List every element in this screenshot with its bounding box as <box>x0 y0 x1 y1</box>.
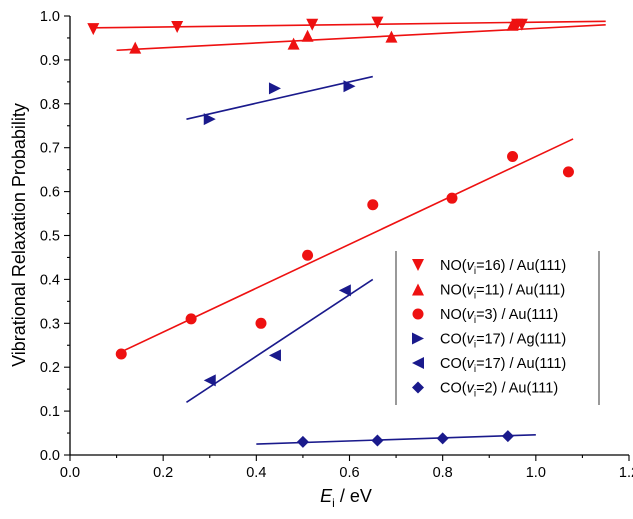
legend-item: NO(vi=11) / Au(111) <box>412 283 565 302</box>
x-tick-label: 0.6 <box>339 465 359 481</box>
legend-marker <box>412 283 424 296</box>
data-point-series-3 <box>255 317 267 329</box>
data-point-series-1 <box>371 16 384 29</box>
legend-items: NO(vi=16) / Au(111) NO(vi=11) / Au(111) NO… <box>412 258 566 400</box>
data-point-series-6 <box>371 434 384 447</box>
y-tick-label: 0.6 <box>40 185 60 201</box>
data-point-series-5 <box>203 374 216 387</box>
x-tick-label: 0.4 <box>246 465 266 481</box>
data-point-series-2 <box>301 29 314 42</box>
data-point-series-4 <box>203 113 216 126</box>
data-point-series-1 <box>306 18 319 31</box>
data-point-series-3 <box>115 348 127 360</box>
legend-marker <box>412 259 424 271</box>
data-point-series-4 <box>268 82 281 95</box>
legend-marker <box>412 357 424 369</box>
legend-label: CO(vi=2) / Au(111) <box>440 381 558 400</box>
legend-label: NO(vi=16) / Au(111) <box>440 258 566 277</box>
data-point-series-3 <box>367 199 379 211</box>
data-point-series-6 <box>501 430 514 443</box>
legend-label: CO(vi=17) / Ag(111) <box>440 332 566 351</box>
tick-labels: 0.0 0.2 0.4 0.6 0.8 1.0 1.2 0.0 0.1 0.2 0.3 0.4 0.5 0… <box>40 9 633 481</box>
x-axis-title-subscript: i <box>332 496 335 510</box>
fit-line-series-2 <box>116 23 606 52</box>
y-tick-label: 0.3 <box>40 316 60 332</box>
fit-line-series-5 <box>186 278 374 403</box>
y-tick-label: 0.2 <box>40 360 60 376</box>
x-axis-title: Ei / eV <box>320 486 372 510</box>
legend-item: CO(vi=17) / Au(111) <box>412 356 566 375</box>
y-tick-label: 0.4 <box>40 272 60 288</box>
legend-item: CO(vi=2) / Au(111) <box>412 381 558 400</box>
x-tick-label: 1.2 <box>619 465 633 481</box>
x-tick-label: 0.2 <box>153 465 173 481</box>
data-point-series-3 <box>302 249 314 261</box>
legend-label: NO(vi=11) / Au(111) <box>440 283 565 302</box>
data-point-series-2 <box>385 30 398 43</box>
data-point-series-3 <box>446 192 458 204</box>
data-point-series-1 <box>171 20 184 33</box>
data-point-series-6 <box>296 435 309 448</box>
data-point-series-2 <box>129 41 142 54</box>
legend-marker <box>412 332 424 345</box>
x-tick-label: 0.0 <box>60 465 80 481</box>
fit-line-series-4 <box>186 75 373 120</box>
tick-marks <box>64 15 630 461</box>
legend-item: CO(vi=17) / Ag(111) <box>412 332 566 351</box>
legend-item: NO(vi=3) / Au(111) <box>412 307 558 326</box>
data-point-series-1 <box>87 23 100 36</box>
fit-line-series-1 <box>93 20 606 29</box>
data-point-series-3 <box>507 150 519 162</box>
legend-marker <box>412 381 424 394</box>
data-point-series-2 <box>506 18 519 31</box>
x-tick-label: 1.0 <box>526 465 546 481</box>
x-axis-title-unit: / eV <box>335 486 372 506</box>
y-tick-label: 1.0 <box>40 9 60 25</box>
y-tick-label: 0.7 <box>40 141 60 157</box>
data-point-series-3 <box>562 166 574 178</box>
y-tick-label: 0.0 <box>40 448 60 464</box>
data-point-series-5 <box>268 349 281 362</box>
legend: NO(vi=16) / Au(111) NO(vi=11) / Au(111) NO… <box>395 251 600 405</box>
legend-marker <box>412 308 424 320</box>
y-tick-label: 0.8 <box>40 97 60 113</box>
legend-label: CO(vi=17) / Au(111) <box>440 356 566 375</box>
data-point-series-3 <box>185 313 197 325</box>
data-point-series-5 <box>338 284 351 297</box>
y-axis-title: Vibrational Relaxation Probability <box>9 103 29 367</box>
data-point-series-2 <box>287 37 300 50</box>
legend-label: NO(vi=3) / Au(111) <box>440 307 558 326</box>
legend-item: NO(vi=16) / Au(111) <box>412 258 566 277</box>
data-point-series-6 <box>436 432 449 445</box>
data-point-series-4 <box>343 80 356 93</box>
y-tick-label: 0.5 <box>40 229 60 245</box>
y-tick-label: 0.9 <box>40 53 60 69</box>
x-axis-title-symbol: E <box>320 486 333 506</box>
data-points-layer <box>87 16 574 448</box>
data-point-series-1 <box>515 18 528 31</box>
x-tick-label: 0.8 <box>433 465 453 481</box>
y-tick-label: 0.1 <box>40 404 60 420</box>
